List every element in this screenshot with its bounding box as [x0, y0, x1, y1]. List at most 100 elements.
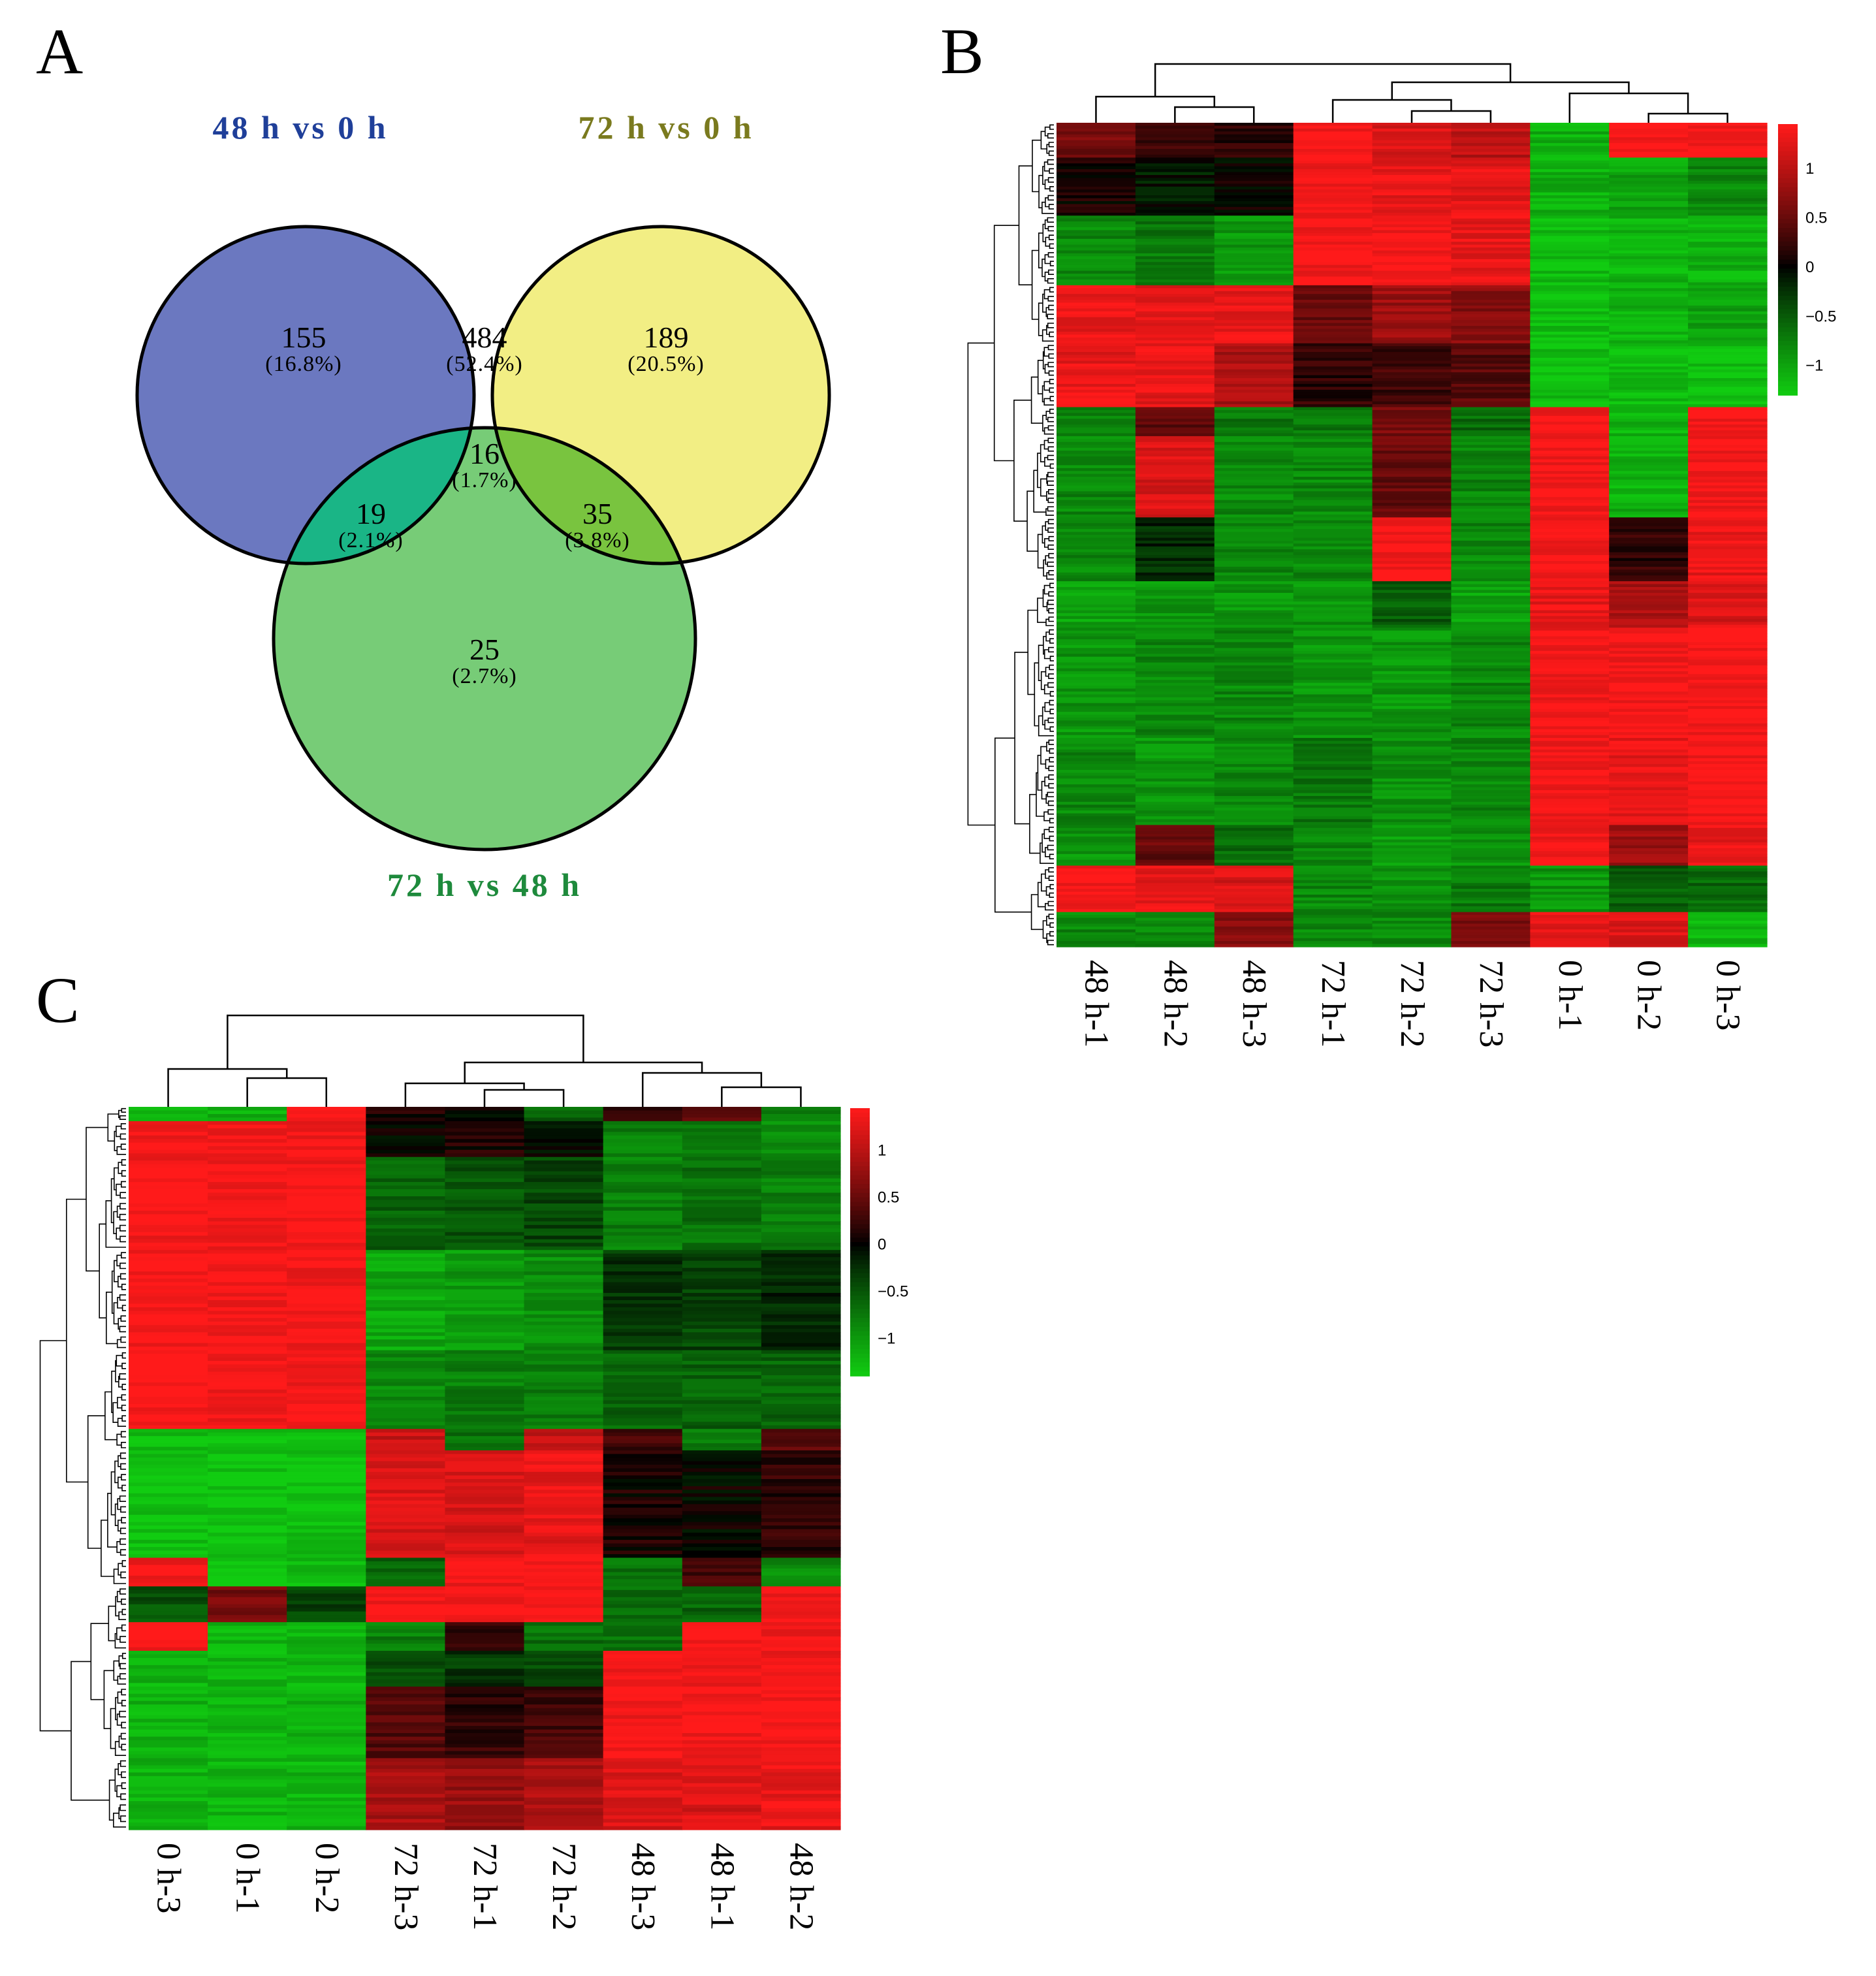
heatmap-cell	[1372, 741, 1452, 744]
heatmap-cell	[603, 1554, 683, 1559]
heatmap-cell	[1688, 842, 1768, 846]
heatmap-cell	[287, 1403, 366, 1408]
heatmap-cell	[524, 1361, 604, 1365]
heatmap-cell	[1372, 445, 1452, 449]
heatmap-cell	[287, 1540, 366, 1544]
heatmap-cell	[1214, 891, 1294, 895]
heatmap-cell	[1135, 877, 1215, 881]
heatmap-cell	[287, 1182, 366, 1187]
heatmap-cell	[1530, 656, 1610, 660]
heatmap-cell	[129, 1418, 208, 1422]
heatmap-cell	[208, 1668, 287, 1673]
heatmap-cell	[1057, 505, 1136, 509]
heatmap-cell	[208, 1579, 287, 1584]
heatmap-cell	[1372, 291, 1452, 295]
heatmap-cell	[445, 1253, 525, 1258]
heatmap-cell	[445, 1224, 525, 1229]
heatmap-cell	[1688, 781, 1768, 785]
heatmap-cell	[445, 1668, 525, 1673]
heatmap-cell	[1214, 578, 1294, 582]
heatmap-cell	[1451, 624, 1531, 628]
heatmap-cell	[366, 1253, 446, 1258]
heatmap-cell	[524, 1608, 604, 1612]
heatmap-cell	[129, 1597, 208, 1601]
heatmap-cell	[1293, 401, 1373, 405]
heatmap-cell	[1451, 537, 1531, 541]
heatmap-cell	[1214, 688, 1294, 692]
heatmap-cell	[208, 1787, 287, 1791]
heatmap-cell	[366, 1221, 446, 1226]
heatmap-cell	[208, 1761, 287, 1766]
heatmap-cell	[1214, 613, 1294, 617]
heatmap-cell	[1293, 633, 1373, 637]
heatmap-cell	[445, 1393, 525, 1397]
heatmap-cell	[1214, 395, 1294, 399]
heatmap-cell	[129, 1318, 208, 1322]
heatmap-cell	[287, 1525, 366, 1530]
heatmap-cell	[287, 1575, 366, 1580]
heatmap-cell	[445, 1697, 525, 1702]
heatmap-cell	[1057, 569, 1136, 573]
heatmap-cell	[1057, 624, 1136, 628]
heatmap-cell	[1530, 433, 1610, 437]
heatmap-cell	[1135, 134, 1215, 138]
heatmap-cell	[603, 1368, 683, 1373]
colorbar-step	[850, 1175, 870, 1181]
heatmap-cell	[1214, 326, 1294, 330]
heatmap-cell	[603, 1450, 683, 1455]
heatmap-cell	[1293, 459, 1373, 463]
heatmap-cell	[1530, 497, 1610, 501]
heatmap-cell	[603, 1657, 683, 1663]
heatmap-cell	[366, 1192, 446, 1197]
heatmap-cell	[1214, 413, 1294, 417]
heatmap-cell	[445, 1189, 525, 1194]
heatmap-cell	[682, 1747, 762, 1752]
heatmap-cell	[524, 1657, 604, 1663]
heatmap-cell	[1372, 781, 1452, 785]
heatmap-cell	[1688, 616, 1768, 620]
heatmap-cell	[1057, 479, 1136, 483]
heatmap-cell	[1372, 671, 1452, 675]
heatmap-cell	[1609, 140, 1689, 144]
heatmap-cell	[761, 1429, 841, 1433]
heatmap-cell	[1135, 738, 1215, 742]
heatmap-cell	[1688, 427, 1768, 431]
heatmap-cell	[366, 1303, 446, 1308]
heatmap-cell	[603, 1650, 683, 1655]
colorbar-step	[850, 1322, 870, 1328]
heatmap-cell	[603, 1522, 683, 1526]
heatmap-cell	[1057, 163, 1136, 167]
heatmap-cell	[366, 1657, 446, 1663]
heatmap-cell	[1214, 305, 1294, 309]
heatmap-cell	[1688, 218, 1768, 222]
heatmap-cell	[524, 1629, 604, 1634]
heatmap-cell	[208, 1214, 287, 1219]
heatmap-cell	[1451, 529, 1531, 533]
heatmap-cell	[129, 1393, 208, 1397]
heatmap-cell	[1057, 735, 1136, 739]
heatmap-cell	[761, 1779, 841, 1784]
heatmap-cell	[1530, 915, 1610, 919]
heatmap-cell	[1688, 215, 1768, 219]
heatmap-cell	[1609, 253, 1689, 257]
heatmap-cell	[445, 1282, 525, 1286]
heatmap-cell	[1530, 628, 1610, 631]
heatmap-cell	[1530, 296, 1610, 300]
heatmap-cell	[1057, 143, 1136, 147]
heatmap-cell	[1609, 302, 1689, 306]
heatmap-cell	[445, 1410, 525, 1415]
heatmap-cell	[1609, 810, 1689, 814]
heatmap-cell	[1688, 195, 1768, 199]
heatmap-cell	[1609, 128, 1689, 132]
heatmap-cell	[1451, 363, 1531, 367]
colorbar-step	[1778, 214, 1798, 220]
heatmap-cell	[1057, 334, 1136, 338]
heatmap-cell	[1057, 314, 1136, 318]
heatmap-cell	[1530, 221, 1610, 225]
heatmap-cell	[761, 1260, 841, 1265]
heatmap-cell	[524, 1407, 604, 1412]
heatmap-cell	[524, 1117, 604, 1122]
heatmap-cell	[761, 1168, 841, 1172]
heatmap-cell	[682, 1153, 762, 1158]
heatmap-cell	[1135, 517, 1215, 521]
